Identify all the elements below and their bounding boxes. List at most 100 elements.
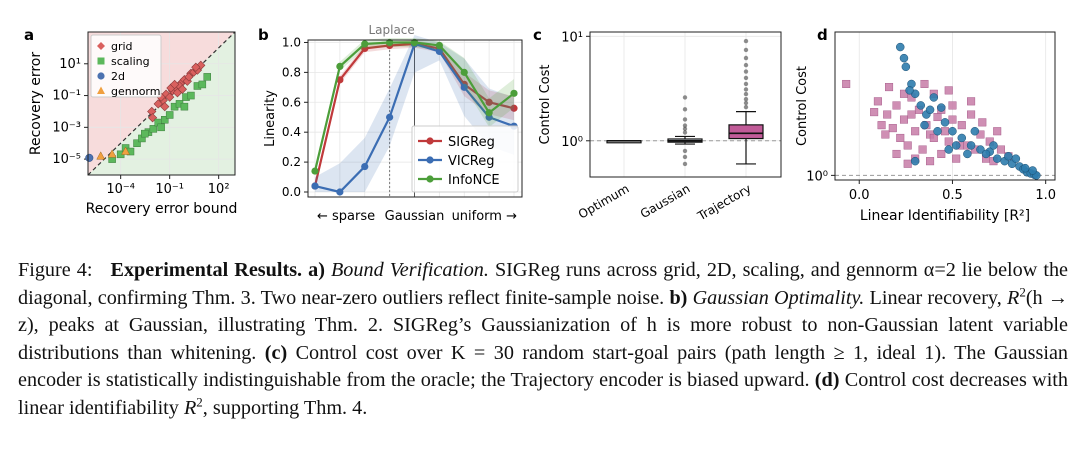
series-point-VICReg bbox=[311, 182, 319, 190]
data-point-2d bbox=[85, 153, 94, 162]
x-tick-label: Optimum bbox=[576, 181, 632, 221]
data-point-circle bbox=[992, 154, 1002, 163]
series-point-InfoNCE bbox=[510, 89, 518, 97]
series-point-SIGReg bbox=[485, 98, 493, 106]
data-point-square bbox=[907, 110, 916, 119]
data-point-square bbox=[899, 115, 908, 124]
data-point-square bbox=[881, 130, 890, 139]
x-tick-label: 10⁻⁴ bbox=[106, 182, 135, 197]
data-point-circle bbox=[981, 149, 991, 159]
data-point-square bbox=[941, 127, 950, 136]
plot-frame bbox=[834, 31, 1056, 181]
laplace-annotation: Laplace bbox=[368, 23, 414, 37]
series-point-InfoNCE bbox=[485, 109, 493, 117]
y-tick-label: 0.6 bbox=[282, 95, 301, 109]
data-point-scaling bbox=[203, 73, 212, 81]
legend-marker bbox=[426, 137, 434, 145]
box-outlier-Trajectory bbox=[743, 91, 749, 97]
y-tick-label: 10¹ bbox=[561, 30, 583, 45]
y-tick-label: 10⁰ bbox=[806, 169, 828, 184]
data-point-circle bbox=[940, 118, 950, 127]
data-point-square bbox=[948, 101, 957, 110]
data-point-square bbox=[892, 149, 901, 158]
series-point-InfoNCE bbox=[361, 40, 369, 48]
plot-frame bbox=[589, 31, 782, 178]
data-point-square bbox=[885, 83, 894, 92]
data-point-square bbox=[993, 127, 1002, 136]
caption-b-label: b) bbox=[669, 286, 688, 309]
data-point-circle bbox=[951, 141, 961, 150]
y-tick-label: 0.0 bbox=[282, 185, 301, 199]
data-point-square bbox=[957, 121, 966, 130]
box-outlier-Gaussian bbox=[682, 126, 688, 132]
panel-letter-a: a bbox=[24, 26, 34, 44]
data-point-circle bbox=[1028, 166, 1037, 175]
x-tick-label: 0.0 bbox=[849, 188, 870, 203]
data-point-circle bbox=[933, 126, 942, 136]
data-point-square bbox=[892, 101, 901, 110]
data-point-circle bbox=[896, 42, 905, 52]
data-point-square bbox=[967, 110, 976, 119]
box-outlier-Gaussian bbox=[682, 107, 688, 112]
series-point-InfoNCE bbox=[386, 38, 394, 47]
data-point-grid bbox=[165, 92, 175, 102]
box-outlier-Trajectory bbox=[743, 38, 749, 44]
caption-r-squared-2: 2 bbox=[196, 394, 203, 410]
caption-r-symbol-2: R bbox=[183, 396, 197, 419]
data-point-square bbox=[888, 124, 897, 133]
series-point-VICReg bbox=[361, 162, 369, 171]
data-point-scaling bbox=[157, 123, 165, 132]
caption-b-text-1: Linear recovery, bbox=[869, 286, 1002, 309]
series-point-SIGReg bbox=[510, 104, 518, 112]
data-point-square bbox=[842, 79, 851, 88]
data-point-square bbox=[877, 121, 886, 130]
y-tick-label: 10⁻³ bbox=[52, 120, 81, 135]
x-axis-label: Recovery error bound bbox=[86, 201, 238, 217]
x-tick-label: 0.5 bbox=[942, 188, 963, 203]
data-point-circle bbox=[944, 145, 953, 154]
data-point-circle bbox=[1004, 152, 1013, 161]
data-point-circle bbox=[929, 93, 939, 102]
legend-marker bbox=[97, 42, 105, 50]
data-point-square bbox=[937, 149, 946, 158]
caption-figure-label: Figure 4: bbox=[18, 259, 93, 281]
data-point-circle bbox=[901, 62, 911, 72]
caption-d-text-1: Control cost decreases with linear ident… bbox=[18, 369, 1069, 419]
box-outlier-Gaussian bbox=[682, 130, 688, 135]
y-axis-label: Linearity bbox=[263, 90, 278, 147]
caption-c-text: Control cost over K = 30 random start-go… bbox=[18, 341, 1068, 392]
caption-d-text-2: , supporting Thm. 4. bbox=[202, 396, 368, 419]
data-point-scaling bbox=[198, 80, 207, 89]
data-point-circle bbox=[1020, 163, 1030, 173]
box-outlier-Trajectory bbox=[743, 87, 749, 92]
box-outlier-Gaussian bbox=[682, 95, 688, 100]
y-tick-label: 10⁻¹ bbox=[52, 89, 81, 104]
data-point-scaling bbox=[160, 116, 169, 124]
data-point-square bbox=[920, 79, 929, 88]
data-point-scaling bbox=[149, 125, 158, 133]
data-point-scaling bbox=[180, 102, 189, 111]
y-tick-label: 1.0 bbox=[282, 35, 301, 49]
legend-marker bbox=[426, 156, 434, 164]
caption-r-symbol: R bbox=[1006, 286, 1020, 309]
series-point-VICReg bbox=[386, 113, 394, 121]
data-point-circle bbox=[899, 53, 909, 63]
data-point-square bbox=[911, 127, 920, 136]
data-point-square bbox=[926, 157, 935, 166]
y-tick-label: 0.4 bbox=[282, 125, 301, 139]
legend-label: grid bbox=[111, 40, 133, 53]
series-point-InfoNCE bbox=[410, 38, 419, 47]
caption-c-label: (c) bbox=[264, 341, 288, 364]
data-point-scaling bbox=[165, 111, 174, 119]
legend-label: scaling bbox=[111, 55, 150, 68]
data-point-scaling bbox=[133, 139, 141, 147]
box-outlier-Trajectory bbox=[743, 75, 749, 81]
data-point-square bbox=[948, 115, 957, 124]
box-outlier-Gaussian bbox=[682, 148, 688, 154]
legend-marker bbox=[97, 57, 105, 65]
data-point-square bbox=[933, 113, 942, 122]
box-outlier-Trajectory bbox=[743, 62, 749, 68]
y-axis-label: Recovery error bbox=[28, 52, 44, 156]
series-point-InfoNCE bbox=[460, 68, 468, 76]
data-point-circle bbox=[920, 120, 929, 130]
